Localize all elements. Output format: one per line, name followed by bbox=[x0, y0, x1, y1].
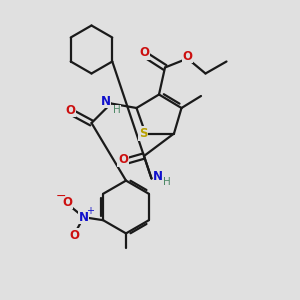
Text: O: O bbox=[65, 103, 76, 117]
Text: O: O bbox=[118, 153, 128, 166]
Text: H: H bbox=[163, 177, 171, 187]
Text: S: S bbox=[139, 127, 147, 140]
Text: O: O bbox=[62, 196, 72, 209]
Text: −: − bbox=[55, 190, 66, 203]
Text: O: O bbox=[139, 46, 149, 59]
Text: N: N bbox=[153, 170, 163, 184]
Text: N: N bbox=[79, 211, 88, 224]
Text: H: H bbox=[112, 105, 120, 115]
Text: O: O bbox=[182, 50, 193, 63]
Text: +: + bbox=[86, 206, 94, 216]
Text: O: O bbox=[70, 229, 80, 242]
Text: N: N bbox=[100, 94, 111, 108]
